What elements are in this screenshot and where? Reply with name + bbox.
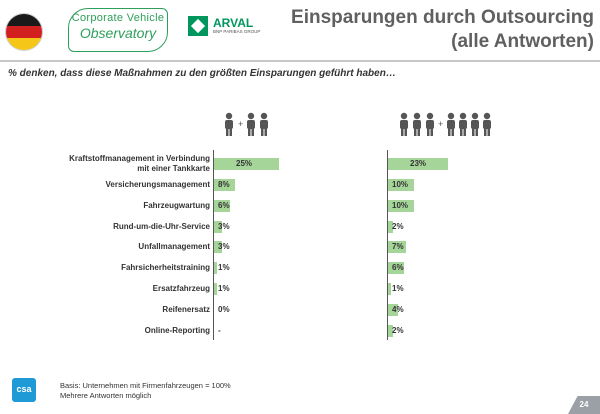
page-number: 24 [568, 396, 600, 414]
category-label: Ersatzfahrzeug [152, 284, 210, 293]
chart-subtitle: % denken, dass diese Maßnahmen zu den gr… [8, 68, 396, 79]
data-label: 2% [392, 222, 404, 231]
data-label: 10% [392, 180, 409, 189]
small-fleet-people-icon: + [222, 112, 271, 136]
bar [388, 304, 399, 316]
left-axis-line [213, 150, 214, 340]
data-label: 4% [392, 305, 404, 314]
bar [214, 158, 279, 170]
data-label: 10% [392, 201, 409, 210]
bar [388, 325, 394, 337]
category-label: Rund-um-die-Uhr-Service [113, 222, 210, 231]
bar [214, 179, 235, 191]
data-label: 6% [392, 263, 404, 272]
bar [388, 200, 414, 212]
bar [388, 283, 391, 295]
germany-flag-icon [6, 14, 42, 50]
data-label: 2% [392, 326, 404, 335]
bar [388, 158, 448, 170]
bar [388, 241, 407, 253]
data-label: 8% [218, 180, 230, 189]
data-label: 3% [218, 242, 230, 251]
category-label: Online-Reporting [144, 326, 210, 335]
csa-logo: csa [12, 378, 36, 402]
data-label: 1% [218, 284, 230, 293]
category-label: Fahrzeugwartung [143, 201, 210, 210]
bar [214, 221, 222, 233]
basis-note: Basis: Unternehmen mit Firmenfahrzeugen … [60, 381, 231, 390]
data-label: 3% [218, 222, 230, 231]
page-title: Einsparungen durch Outsourcing (alle Ant… [291, 7, 594, 52]
category-label: Reifenersatz [162, 305, 210, 314]
data-label: 6% [218, 201, 230, 210]
data-label: 1% [218, 263, 230, 272]
data-label: 0% [218, 305, 230, 314]
header-divider [0, 60, 600, 62]
data-label: 7% [392, 242, 404, 251]
bar [214, 241, 222, 253]
data-label: 23% [410, 159, 427, 168]
bar [214, 262, 217, 274]
bar [388, 221, 394, 233]
footnotes: Basis: Unternehmen mit Firmenfahrzeugen … [60, 381, 231, 401]
arval-mark-icon [188, 16, 208, 36]
bar [214, 200, 230, 212]
data-label: - [218, 326, 221, 335]
data-label: 25% [236, 159, 253, 168]
large-fleet-people-icon: + [398, 112, 495, 136]
bar [214, 283, 217, 295]
category-label: Kraftstoffmanagement in Verbindung mit e… [69, 154, 210, 173]
right-axis-line [387, 150, 388, 340]
corporate-vehicle-observatory-logo: Corporate Vehicle Observatory [68, 8, 168, 52]
category-label: Unfallmanagement [138, 242, 210, 251]
category-label: Versicherungsmanagement [105, 180, 210, 189]
multiple-answers-note: Mehrere Antworten möglich [60, 391, 152, 400]
bar [388, 262, 404, 274]
bar [388, 179, 414, 191]
category-label: Fahrsicherheitstraining [121, 263, 210, 272]
data-label: 1% [392, 284, 404, 293]
